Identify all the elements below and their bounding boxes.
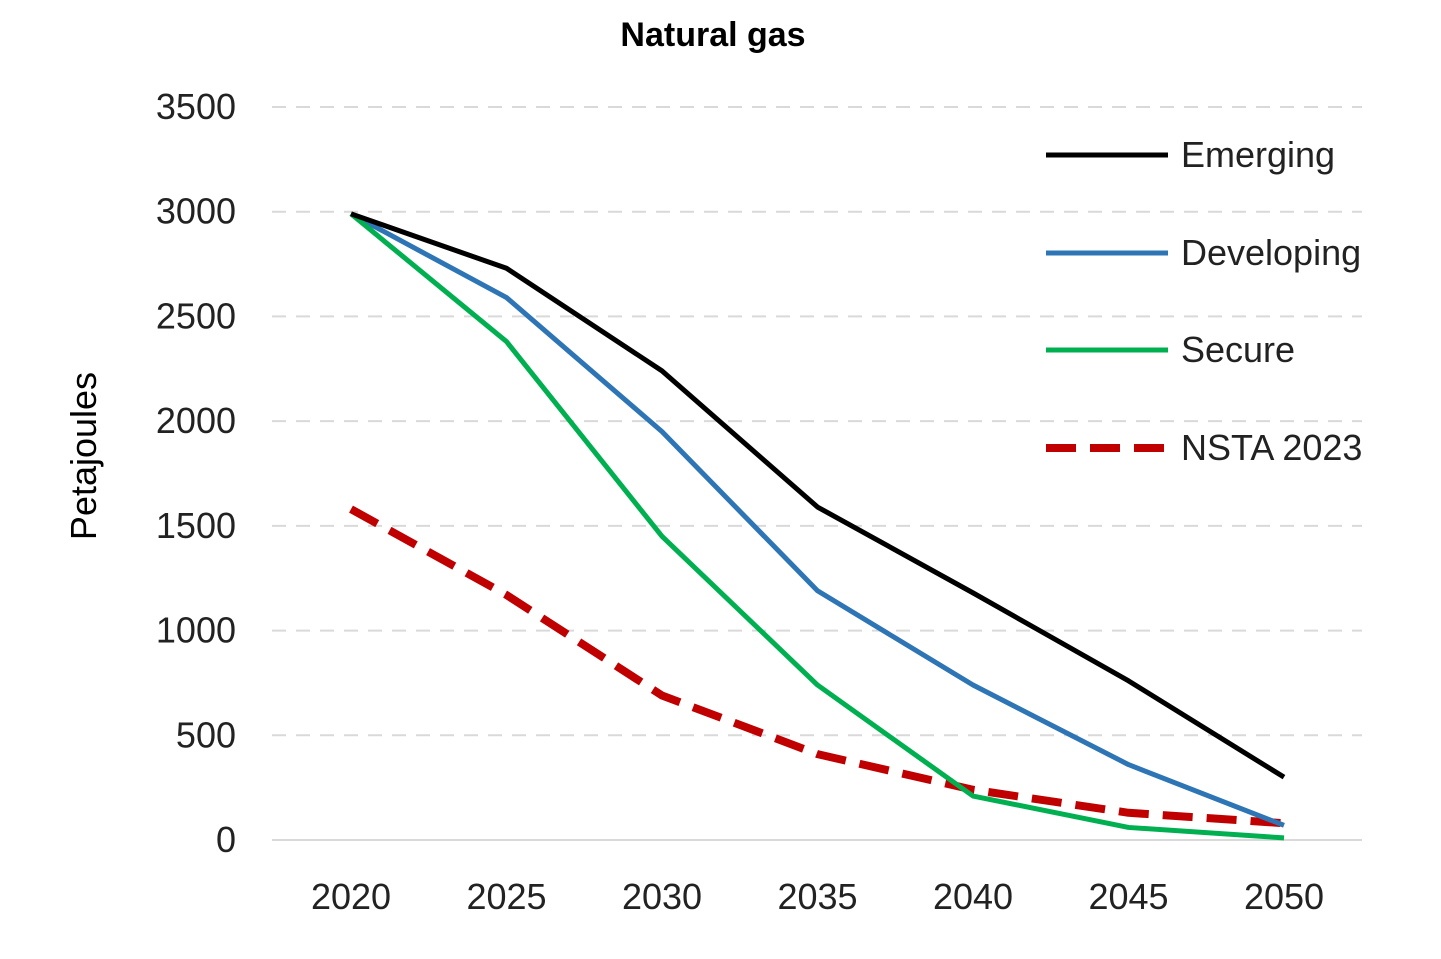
x-tick-label: 2025 — [466, 876, 546, 917]
series-line-secure — [349, 211, 1285, 841]
x-tick-label: 2035 — [777, 876, 857, 917]
series-line-developing — [349, 211, 1285, 828]
y-tick-label: 1000 — [156, 610, 236, 651]
y-tick-label: 1500 — [156, 505, 236, 546]
legend-label: Emerging — [1181, 134, 1335, 175]
y-tick-label: 3500 — [156, 86, 236, 127]
gridlines — [272, 106, 1362, 737]
legend: Emerging Developing Secure NSTA 2023 — [1046, 134, 1362, 468]
series-line-emerging — [350, 211, 1286, 780]
chart-title: Natural gas — [620, 16, 805, 54]
legend-label: Secure — [1181, 329, 1295, 370]
series-line-nsta-2023 — [349, 505, 1285, 828]
x-axis-ticks: 2020 2025 2030 2035 2040 2045 2050 — [311, 876, 1324, 917]
legend-label: Developing — [1181, 232, 1361, 273]
series-lines — [349, 211, 1286, 841]
y-tick-label: 3000 — [156, 191, 236, 232]
y-tick-label: 2500 — [156, 295, 236, 336]
x-tick-label: 2040 — [933, 876, 1013, 917]
y-tick-label: 2000 — [156, 400, 236, 441]
y-tick-label: 0 — [216, 819, 236, 860]
legend-label: NSTA 2023 — [1181, 427, 1362, 468]
y-tick-label: 500 — [176, 714, 236, 755]
x-tick-label: 2050 — [1244, 876, 1324, 917]
x-tick-label: 2030 — [622, 876, 702, 917]
y-axis-ticks: 0 500 1000 1500 2000 2500 3000 3500 — [156, 86, 236, 860]
x-tick-label: 2045 — [1088, 876, 1168, 917]
y-axis-label: Petajoules — [63, 372, 104, 540]
x-tick-label: 2020 — [311, 876, 391, 917]
